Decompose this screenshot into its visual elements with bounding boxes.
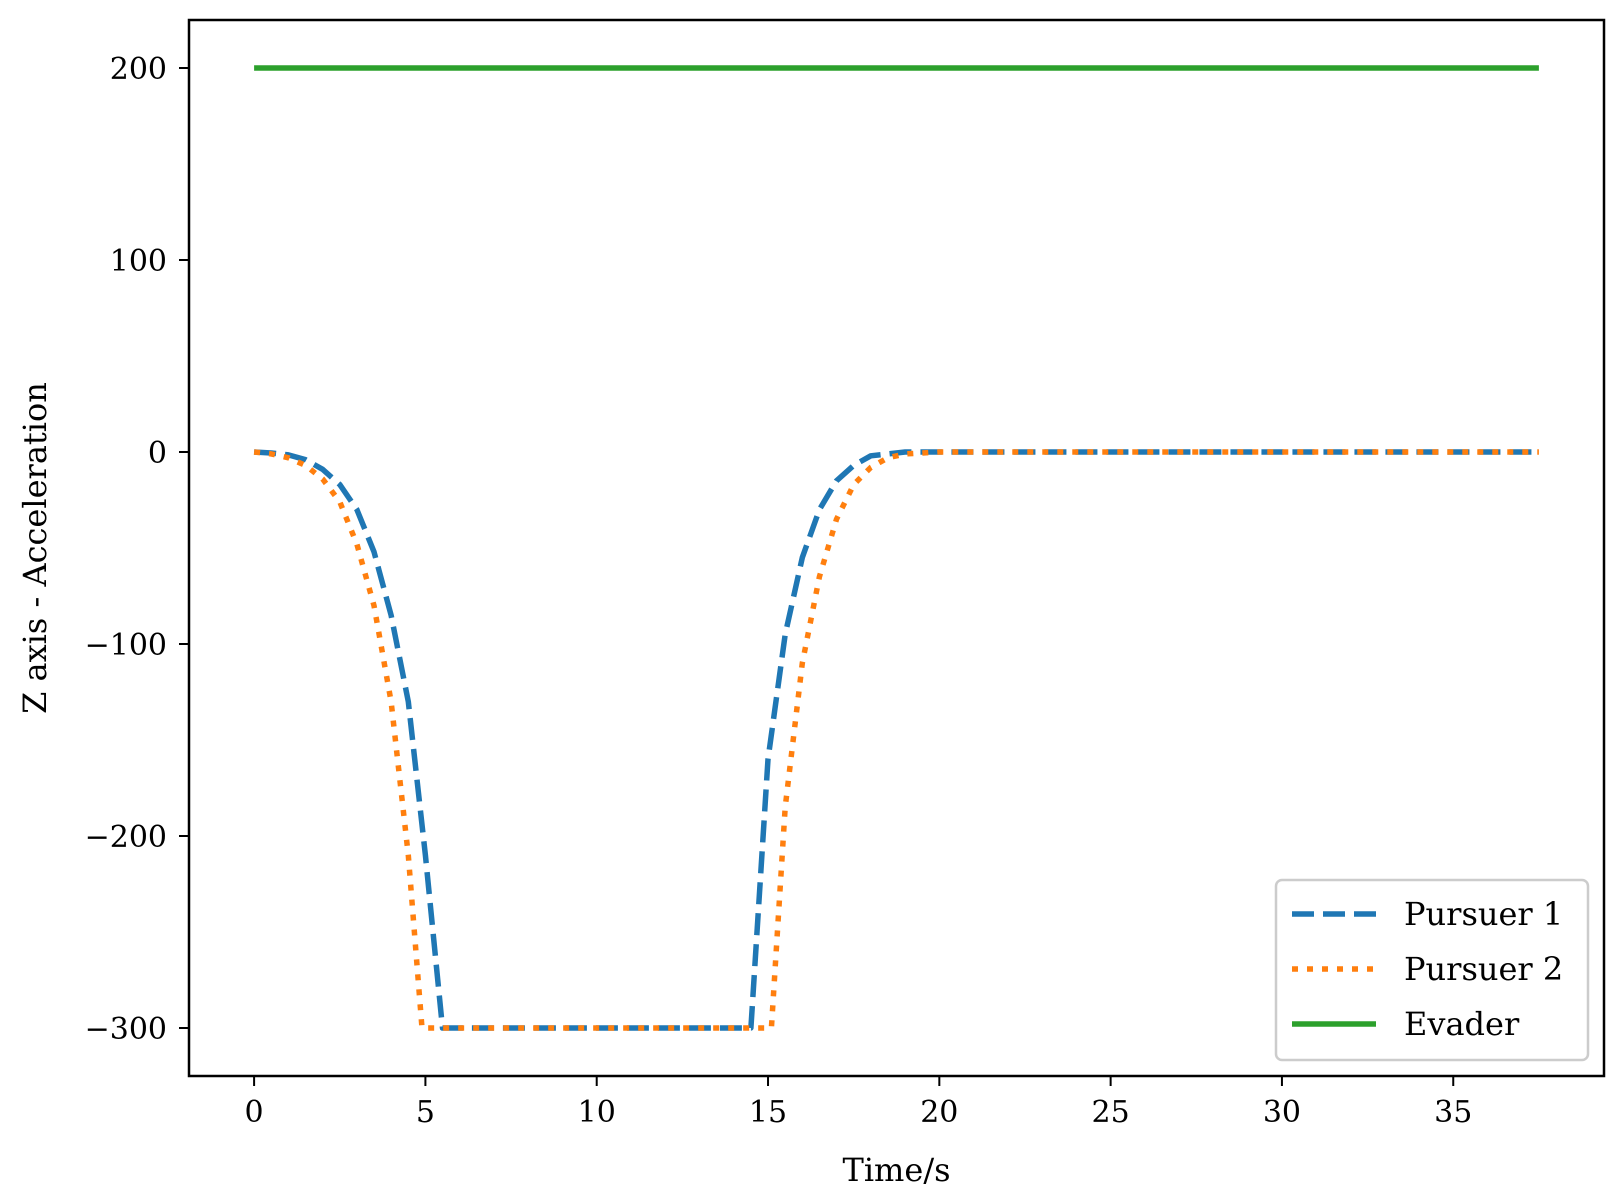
x-tick-label: 5 [416, 1095, 435, 1130]
legend-label-1: Pursuer 1 [1404, 895, 1563, 933]
x-tick-label: 10 [578, 1095, 616, 1130]
x-axis-label: Time/s [842, 1151, 950, 1189]
legend-label-3: Evader [1404, 1005, 1520, 1043]
axes-layer: 0 5 10 15 20 25 30 35 −300 −200 −100 0 100 200 [85, 18, 1606, 1130]
y-tick-label: −300 [85, 1012, 167, 1047]
x-tick-label: 25 [1092, 1095, 1130, 1130]
x-tick-label: 15 [749, 1095, 787, 1130]
series-line-2 [253, 449, 1539, 1031]
y-tick-label: 100 [110, 244, 167, 279]
y-tick-label: 200 [110, 52, 167, 87]
x-tick-label: 0 [245, 1095, 264, 1130]
x-tick-label: 20 [920, 1095, 958, 1130]
legend: Pursuer 1 Pursuer 2 Evader [1274, 878, 1590, 1062]
y-tick-label: −100 [85, 628, 167, 663]
legend-label-2: Pursuer 2 [1404, 950, 1563, 988]
legend-box [1274, 878, 1590, 1062]
x-tick-label: 35 [1434, 1095, 1472, 1130]
x-tick-label: 30 [1263, 1095, 1301, 1130]
series-layer [253, 65, 1539, 1031]
y-axis-label: Z axis - Acceleration [16, 382, 54, 714]
y-tick-label: −200 [85, 820, 167, 855]
series-line-1 [253, 449, 1539, 1031]
plot-frame [187, 18, 1606, 1078]
y-tick-label: 0 [148, 436, 167, 471]
